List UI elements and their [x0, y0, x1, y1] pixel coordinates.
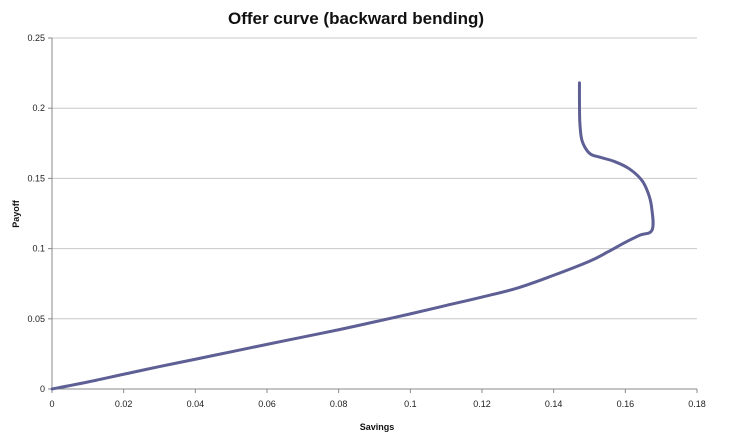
x-tick-label: 0.12: [473, 399, 491, 409]
y-tick-label: 0.15: [27, 173, 45, 183]
y-axis-ticks: 0 0.05 0.1 0.15 0.2 0.25: [27, 33, 52, 394]
x-tick-label: 0.18: [688, 399, 706, 409]
x-tick-label: 0.08: [330, 399, 348, 409]
y-tick-label: 0: [40, 384, 45, 394]
x-tick-label: 0.14: [545, 399, 563, 409]
x-tick-label: 0: [49, 399, 54, 409]
x-tick-label: 0.16: [617, 399, 635, 409]
y-tick-label: 0.2: [32, 103, 45, 113]
x-axis-ticks: 0 0.02 0.04 0.06 0.08 0.1 0.12 0.14 0.16 0.18: [49, 389, 706, 409]
offer-curve-line: [50, 81, 655, 391]
y-tick-label: 0.05: [27, 314, 45, 324]
axes: [51, 38, 697, 390]
x-tick-label: 0.02: [115, 399, 133, 409]
y-axis-label: Payoff: [11, 199, 21, 228]
y-tick-label: 0.25: [27, 33, 45, 43]
y-tick-label: 0.1: [32, 244, 45, 254]
x-axis-label: Savings: [360, 422, 395, 432]
x-tick-label: 0.1: [404, 399, 417, 409]
gridlines: [52, 37, 697, 320]
chart-title: Offer curve (backward bending): [228, 9, 484, 28]
x-tick-label: 0.04: [187, 399, 205, 409]
plot-area: [50, 81, 655, 391]
x-tick-label: 0.06: [258, 399, 276, 409]
